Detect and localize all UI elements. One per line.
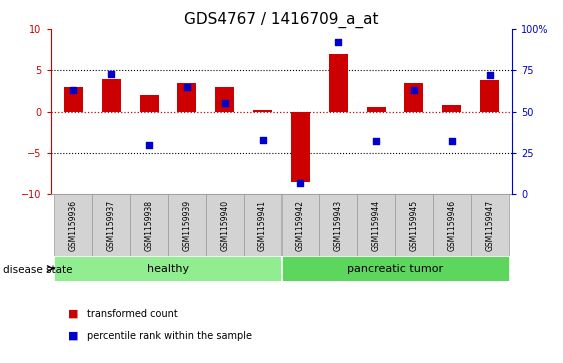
Bar xyxy=(206,194,244,256)
Text: ■: ■ xyxy=(68,331,78,341)
Bar xyxy=(357,194,395,256)
Bar xyxy=(92,194,130,256)
Bar xyxy=(130,194,168,256)
Bar xyxy=(55,256,282,281)
Point xyxy=(334,39,343,45)
Text: percentile rank within the sample: percentile rank within the sample xyxy=(87,331,252,341)
Point xyxy=(107,71,116,77)
Bar xyxy=(367,107,386,111)
Point xyxy=(258,137,267,143)
Text: GSM1159939: GSM1159939 xyxy=(182,200,191,250)
Point xyxy=(296,180,305,185)
Bar xyxy=(433,194,471,256)
Bar xyxy=(395,194,433,256)
Text: pancreatic tumor: pancreatic tumor xyxy=(347,264,443,274)
Point xyxy=(485,72,494,78)
Text: GSM1159942: GSM1159942 xyxy=(296,200,305,250)
Point xyxy=(69,87,78,93)
Bar xyxy=(177,83,196,111)
Text: GSM1159937: GSM1159937 xyxy=(107,200,116,250)
Point xyxy=(145,142,154,147)
Bar xyxy=(471,194,508,256)
Bar xyxy=(329,54,348,111)
Text: GSM1159940: GSM1159940 xyxy=(220,200,229,250)
Text: GSM1159941: GSM1159941 xyxy=(258,200,267,250)
Bar xyxy=(480,80,499,111)
Point xyxy=(372,138,381,144)
Bar xyxy=(282,256,508,281)
Bar xyxy=(140,95,159,111)
Text: GSM1159938: GSM1159938 xyxy=(145,200,154,250)
Point xyxy=(447,138,456,144)
Text: GSM1159947: GSM1159947 xyxy=(485,200,494,250)
Bar xyxy=(253,110,272,111)
Text: ■: ■ xyxy=(68,309,78,319)
Bar xyxy=(215,87,234,111)
Point xyxy=(220,101,229,106)
Bar xyxy=(64,87,83,111)
Bar xyxy=(404,83,423,111)
Bar xyxy=(244,194,282,256)
Point xyxy=(182,84,191,90)
Text: GSM1159936: GSM1159936 xyxy=(69,200,78,250)
Bar xyxy=(319,194,357,256)
Bar xyxy=(291,111,310,182)
Bar xyxy=(102,78,120,111)
Text: GSM1159943: GSM1159943 xyxy=(334,200,343,250)
Text: disease state: disease state xyxy=(3,265,72,276)
Bar xyxy=(168,194,206,256)
Title: GDS4767 / 1416709_a_at: GDS4767 / 1416709_a_at xyxy=(184,12,379,28)
Bar xyxy=(282,194,319,256)
Point xyxy=(409,87,418,93)
Bar xyxy=(55,194,92,256)
Text: GSM1159945: GSM1159945 xyxy=(409,200,418,250)
Bar xyxy=(443,105,461,111)
Text: GSM1159944: GSM1159944 xyxy=(372,200,381,250)
Text: healthy: healthy xyxy=(147,264,189,274)
Text: transformed count: transformed count xyxy=(87,309,178,319)
Text: GSM1159946: GSM1159946 xyxy=(447,200,456,250)
